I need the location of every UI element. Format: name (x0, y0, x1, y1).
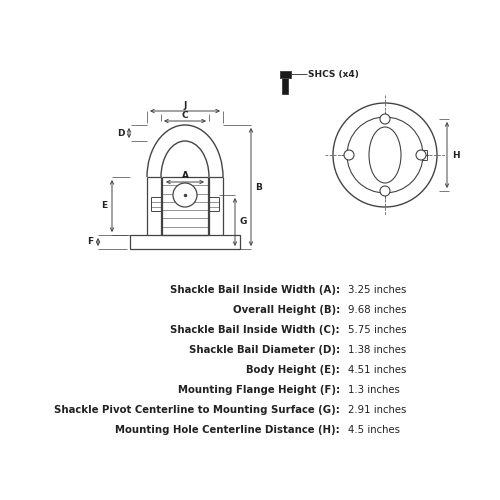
Text: F: F (87, 238, 93, 246)
Text: Shackle Pivot Centerline to Mounting Surface (G):: Shackle Pivot Centerline to Mounting Sur… (54, 405, 340, 415)
Circle shape (333, 103, 437, 207)
Bar (130, 235, 240, 249)
Ellipse shape (369, 127, 401, 183)
Text: G: G (240, 218, 246, 226)
Circle shape (380, 114, 390, 124)
Text: Shackle Bail Inside Width (C):: Shackle Bail Inside Width (C): (170, 325, 340, 335)
Circle shape (173, 183, 197, 207)
Text: 3.25 inches: 3.25 inches (348, 285, 406, 295)
Circle shape (347, 117, 423, 193)
Text: B: B (256, 182, 262, 192)
Circle shape (344, 150, 354, 160)
Bar (282, 78, 288, 94)
Text: E: E (101, 202, 107, 210)
Text: Shackle Bail Diameter (D):: Shackle Bail Diameter (D): (189, 345, 340, 355)
Text: 4.5 inches: 4.5 inches (348, 425, 400, 435)
Text: Shackle Bail Inside Width (A):: Shackle Bail Inside Width (A): (170, 285, 340, 295)
Text: Overall Height (B):: Overall Height (B): (233, 305, 340, 315)
Text: D: D (117, 128, 125, 138)
Text: 1.3 inches: 1.3 inches (348, 385, 400, 395)
Text: J: J (184, 102, 186, 110)
Text: 1.38 inches: 1.38 inches (348, 345, 406, 355)
Text: 2.91 inches: 2.91 inches (348, 405, 406, 415)
Circle shape (416, 150, 426, 160)
Circle shape (380, 186, 390, 196)
Text: 9.68 inches: 9.68 inches (348, 305, 406, 315)
Bar (280, 71, 290, 78)
Text: C: C (182, 112, 188, 120)
Text: Mounting Flange Height (F):: Mounting Flange Height (F): (178, 385, 340, 395)
Text: Body Height (E):: Body Height (E): (246, 365, 340, 375)
Text: H: H (452, 150, 460, 160)
Text: 5.75 inches: 5.75 inches (348, 325, 406, 335)
Text: Mounting Hole Centerline Distance (H):: Mounting Hole Centerline Distance (H): (115, 425, 340, 435)
Text: 4.51 inches: 4.51 inches (348, 365, 406, 375)
Text: SHCS (x4): SHCS (x4) (308, 70, 359, 78)
Text: A: A (182, 172, 188, 180)
